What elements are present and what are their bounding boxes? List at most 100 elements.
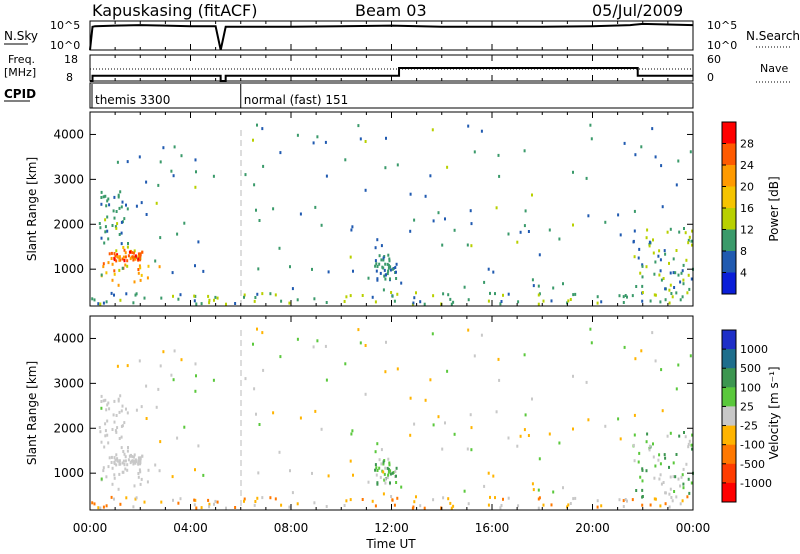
power-cell [105, 300, 108, 304]
velocity-cell [126, 463, 129, 467]
velocity-cell [113, 399, 116, 403]
velocity-cell [140, 477, 143, 481]
power-cell [123, 259, 126, 263]
power-cell [415, 291, 417, 295]
power-cell [116, 253, 119, 257]
velocity-cell [691, 433, 694, 437]
velocity-cell [389, 469, 392, 473]
velocity-cell [107, 441, 110, 445]
y-tick-label: 2000 [53, 217, 84, 231]
power-cell [679, 280, 682, 284]
velocity-cell [653, 476, 656, 480]
velocity-cell [288, 505, 291, 509]
velocity-cell [139, 470, 142, 474]
velocity-cell [158, 469, 161, 473]
velocity-cell [183, 425, 186, 429]
power-cell [124, 251, 127, 255]
y-tick-label: 3000 [53, 172, 84, 186]
power-cell [391, 294, 394, 298]
velocity-cell [122, 450, 125, 453]
power-cell [120, 242, 123, 246]
velocity-cell [387, 457, 390, 461]
power-cell [324, 140, 327, 144]
power-cell [243, 295, 245, 299]
power-cell [327, 270, 330, 274]
velocity-cell [409, 396, 412, 400]
colorbar-label: 12 [740, 224, 754, 237]
power-cell [200, 302, 203, 306]
velocity-cell [585, 380, 588, 384]
velocity-cell [132, 455, 135, 459]
velocity-cell [157, 387, 160, 391]
power-cell [387, 253, 390, 257]
power-cell [388, 259, 391, 263]
velocity-cell [548, 432, 551, 436]
velocity-cell [374, 468, 377, 472]
velocity-cell [587, 418, 590, 422]
power-cell [497, 153, 500, 157]
nave-label: Nave [760, 62, 788, 75]
velocity-cell [124, 459, 127, 463]
power-cell [691, 229, 694, 233]
power-cell [446, 165, 449, 169]
power-cell [524, 209, 527, 213]
velocity-cell [137, 456, 140, 460]
velocity-cell [104, 422, 107, 426]
velocity-cell [179, 497, 182, 501]
power-cell [567, 299, 570, 303]
nsky-tick-top: 10^5 [50, 19, 80, 32]
velocity-cell [116, 426, 119, 430]
velocity-cell [632, 443, 635, 447]
power-cell [216, 296, 219, 300]
x-tick-label: 16:00 [475, 521, 510, 535]
velocity-cell [662, 481, 665, 484]
power-cell [349, 294, 352, 298]
power-cell [100, 196, 103, 199]
power-cell [193, 294, 196, 298]
velocity-cell [469, 413, 472, 417]
velocity-cell [619, 437, 622, 441]
velocity-cell [685, 462, 688, 466]
power-cell [106, 215, 109, 219]
power-cell [130, 255, 133, 259]
power-cell [132, 258, 135, 262]
velocity-cell [498, 378, 501, 382]
power-cell [550, 299, 553, 303]
power-cell [102, 195, 105, 199]
power-cell [675, 249, 678, 252]
power-cell [641, 264, 644, 268]
velocity-cell [134, 497, 137, 501]
power-cell [572, 293, 575, 297]
power-cell [122, 255, 125, 259]
x-tick-label: 04:00 [173, 521, 208, 535]
velocity-cell [641, 495, 644, 498]
power-cell [384, 273, 387, 277]
velocity-cell [117, 487, 120, 491]
colorbar-label: -100 [740, 439, 765, 452]
velocity-cell [194, 362, 197, 366]
power-cell [673, 286, 676, 289]
power-cell [449, 297, 452, 301]
velocity-cell [437, 415, 440, 419]
power-cell [633, 209, 636, 213]
velocity-cell [684, 435, 687, 439]
power-cell [675, 291, 678, 295]
power-cell [114, 254, 117, 258]
velocity-cell [134, 458, 137, 462]
velocity-cell [127, 446, 129, 449]
velocity-cell [147, 468, 150, 472]
velocity-cell [193, 503, 196, 507]
velocity-cell [538, 496, 541, 500]
power-cell [140, 201, 143, 205]
power-cell [626, 295, 628, 299]
power-cell [500, 300, 503, 303]
power-cell [106, 199, 109, 203]
power-cell [660, 164, 663, 168]
power-cell [646, 228, 649, 232]
velocity-cell [134, 461, 137, 465]
velocity-cell [100, 406, 103, 410]
velocity-cell [507, 496, 510, 500]
velocity-cell [552, 490, 555, 494]
power-cell [376, 238, 379, 242]
